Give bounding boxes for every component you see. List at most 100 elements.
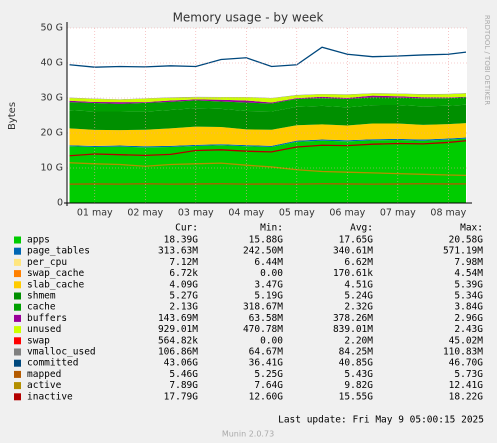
legend-stat: 9.82G bbox=[344, 380, 373, 391]
legend-stat: 378.26M bbox=[333, 313, 373, 324]
legend-label: inactive bbox=[27, 391, 73, 402]
legend-stat: 63.58M bbox=[249, 313, 284, 324]
legend-label: page_tables bbox=[27, 246, 90, 257]
legend-swatch bbox=[14, 258, 21, 266]
legend-stat: 12.60G bbox=[249, 391, 284, 402]
legend-stat: 36.41G bbox=[249, 358, 284, 369]
legend-label: committed bbox=[27, 358, 78, 369]
legend-stat: 15.88G bbox=[249, 235, 284, 246]
legend-label: swap_cache bbox=[27, 268, 84, 279]
legend-stat: 3.47G bbox=[254, 279, 283, 290]
y-tick-label: 0 bbox=[57, 198, 63, 209]
stat-header: Min: bbox=[260, 223, 283, 234]
legend-stat: 170.61k bbox=[333, 268, 373, 279]
x-tick-label: 07 may bbox=[380, 208, 416, 219]
legend-label: cache bbox=[27, 302, 56, 313]
legend-swatch bbox=[14, 292, 21, 300]
stat-header: Avg: bbox=[350, 223, 373, 234]
legend-stat: 18.39G bbox=[164, 235, 199, 246]
legend-stat: 5.24G bbox=[344, 291, 373, 302]
line bbox=[69, 140, 467, 157]
legend-stat: 6.62M bbox=[344, 257, 373, 268]
legend-stat: 143.69M bbox=[158, 313, 198, 324]
legend-stat: 564.82k bbox=[158, 335, 198, 346]
legend-stat: 106.86M bbox=[158, 347, 198, 358]
legend-stat: 571.19M bbox=[443, 246, 483, 257]
legend-stat: 839.01M bbox=[333, 324, 373, 335]
y-tick-label: 40 G bbox=[41, 58, 63, 69]
legend-stat: 6.44M bbox=[254, 257, 283, 268]
area bbox=[69, 138, 466, 203]
legend-label: mapped bbox=[27, 369, 61, 380]
footer: Last update: Fri May 9 05:00:15 2025 bbox=[278, 415, 484, 426]
legend-stat: 2.20M bbox=[344, 335, 373, 346]
legend-stat: 0.00 bbox=[260, 335, 283, 346]
version: Munin 2.0.73 bbox=[222, 430, 274, 439]
legend-stat: 17.79G bbox=[164, 391, 199, 402]
area bbox=[69, 93, 466, 103]
legend-label: apps bbox=[27, 235, 50, 246]
area bbox=[69, 95, 466, 104]
legend-stat: 40.85G bbox=[339, 358, 374, 369]
legend-stat: 2.13G bbox=[169, 302, 198, 313]
line bbox=[69, 46, 467, 68]
line bbox=[69, 162, 467, 177]
legend-stat: 5.46G bbox=[169, 369, 198, 380]
side-text: RRDTOOL / TOBI OETIKER bbox=[483, 15, 491, 105]
x-tick-label: 08 may bbox=[430, 208, 466, 219]
legend-stat: 20.58G bbox=[449, 235, 484, 246]
legend-stat: 5.43G bbox=[344, 369, 373, 380]
area bbox=[69, 104, 466, 131]
area bbox=[69, 123, 466, 147]
chart-title: Memory usage - by week bbox=[173, 11, 324, 25]
legend-stat: 110.83M bbox=[443, 347, 483, 358]
legend-stat: 2.32G bbox=[344, 302, 373, 313]
legend-label: active bbox=[27, 380, 62, 391]
stat-header: Cur: bbox=[175, 223, 198, 234]
legend-stat: 470.78M bbox=[243, 324, 283, 335]
legend-label: swap bbox=[27, 335, 50, 346]
legend-stat: 12.41G bbox=[449, 380, 484, 391]
x-tick-label: 01 may bbox=[77, 208, 113, 219]
legend-stat: 7.64G bbox=[254, 380, 283, 391]
legend-swatch bbox=[14, 382, 21, 390]
legend-stat: 7.89G bbox=[169, 380, 198, 391]
legend-label: buffers bbox=[27, 313, 67, 324]
legend-label: slab_cache bbox=[27, 279, 84, 290]
y-tick-label: 10 G bbox=[41, 163, 63, 174]
legend-swatch bbox=[14, 270, 21, 278]
legend-stat: 313.63M bbox=[158, 246, 198, 257]
legend-stat: 45.02M bbox=[449, 335, 484, 346]
x-tick-label: 04 may bbox=[228, 208, 264, 219]
legend-swatch bbox=[14, 326, 21, 334]
area bbox=[69, 97, 466, 112]
legend-stat: 5.34G bbox=[454, 291, 483, 302]
y-tick-label: 50 G bbox=[41, 23, 63, 34]
legend-stat: 5.39G bbox=[454, 279, 483, 290]
legend-swatch bbox=[14, 314, 21, 322]
legend-stat: 84.25M bbox=[339, 347, 374, 358]
legend-stat: 929.01M bbox=[158, 324, 198, 335]
legend-stat: 4.54M bbox=[454, 268, 483, 279]
legend-label: per_cpu bbox=[27, 257, 67, 268]
legend-stat: 2.96G bbox=[454, 313, 483, 324]
legend-stat: 46.70G bbox=[449, 358, 484, 369]
stat-header: Max: bbox=[460, 223, 483, 234]
data-layer bbox=[69, 46, 467, 203]
x-tick-label: 02 may bbox=[127, 208, 163, 219]
legend-stat: 340.61M bbox=[333, 246, 373, 257]
legend-stat: 7.98M bbox=[454, 257, 483, 268]
legend-swatch bbox=[14, 359, 21, 367]
legend-stat: 4.09G bbox=[169, 279, 198, 290]
legend-stat: 5.25G bbox=[254, 369, 283, 380]
y-tick-label: 20 G bbox=[41, 128, 63, 139]
legend-stat: 5.27G bbox=[169, 291, 198, 302]
legend-stat: 4.51G bbox=[344, 279, 373, 290]
legend-stat: 5.73G bbox=[454, 369, 483, 380]
legend-label: unused bbox=[27, 324, 61, 335]
legend-stat: 64.67M bbox=[249, 347, 284, 358]
legend-stat: 17.65G bbox=[339, 235, 374, 246]
legend-label: vmalloc_used bbox=[27, 347, 96, 358]
legend-stat: 2.43G bbox=[454, 324, 483, 335]
